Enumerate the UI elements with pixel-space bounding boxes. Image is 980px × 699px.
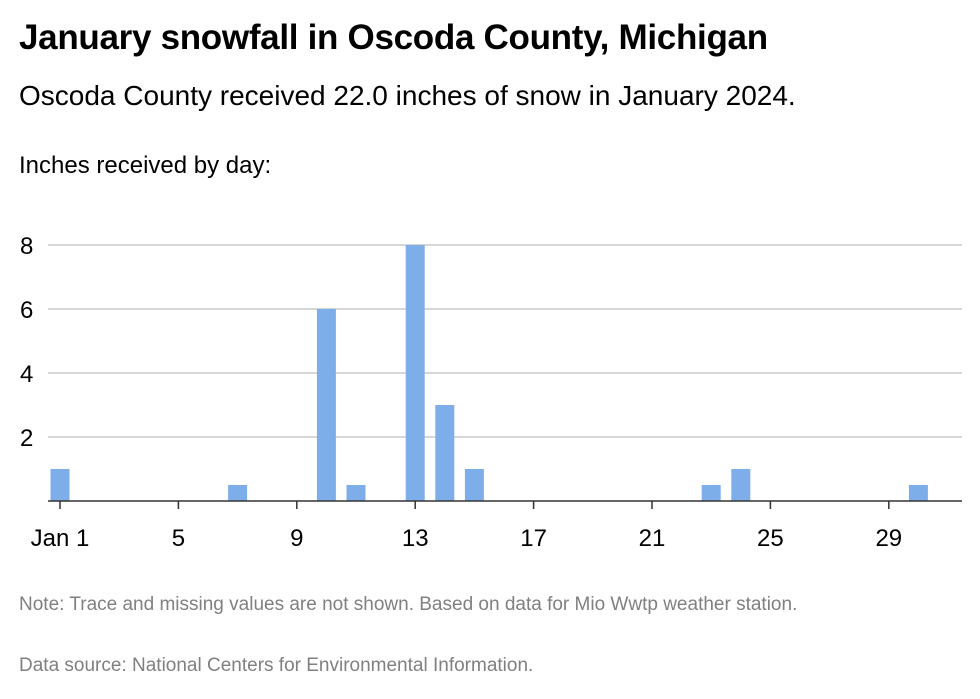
bar-day-11 [346,485,366,501]
bar-day-15 [464,469,484,501]
chart-title: January snowfall in Oscoda County, Michi… [19,18,768,57]
bar-day-30 [908,485,928,501]
x-tick-label: 5 [172,525,185,552]
bar-day-23 [701,485,721,501]
y-tick-label: 6 [20,297,33,324]
bar-day-13 [405,245,425,501]
bar-day-24 [731,469,751,501]
data-source: Data source: National Centers for Enviro… [19,655,534,676]
x-tick-label: 29 [875,525,902,552]
x-tick-label: 9 [290,525,303,552]
x-tick-label: 13 [402,525,429,552]
axes: Jan 1 5 9 13 17 21 25 29 [31,500,962,552]
x-tick-label: Jan 1 [31,525,90,552]
chart-subtitle: Oscoda County received 22.0 inches of sn… [19,80,796,111]
chart-note: Note: Trace and missing values are not s… [19,594,798,615]
y-axis-label: Inches received by day: [19,152,272,179]
bar-day-1 [50,469,70,501]
x-tick-label: 25 [757,525,784,552]
y-tick-label: 8 [20,233,33,260]
x-tick-label: 17 [520,525,547,552]
gridlines: 2 4 6 8 [20,233,962,452]
y-tick-label: 4 [20,361,33,388]
bar-day-7 [228,485,248,501]
bar-day-10 [316,309,336,501]
x-tick-label: 21 [639,525,666,552]
bars [50,245,928,501]
snowfall-bar-chart: 2 4 6 8 Jan 1 5 9 13 17 21 25 29 [20,233,962,552]
y-tick-label: 2 [20,425,33,452]
bar-day-14 [435,405,455,501]
